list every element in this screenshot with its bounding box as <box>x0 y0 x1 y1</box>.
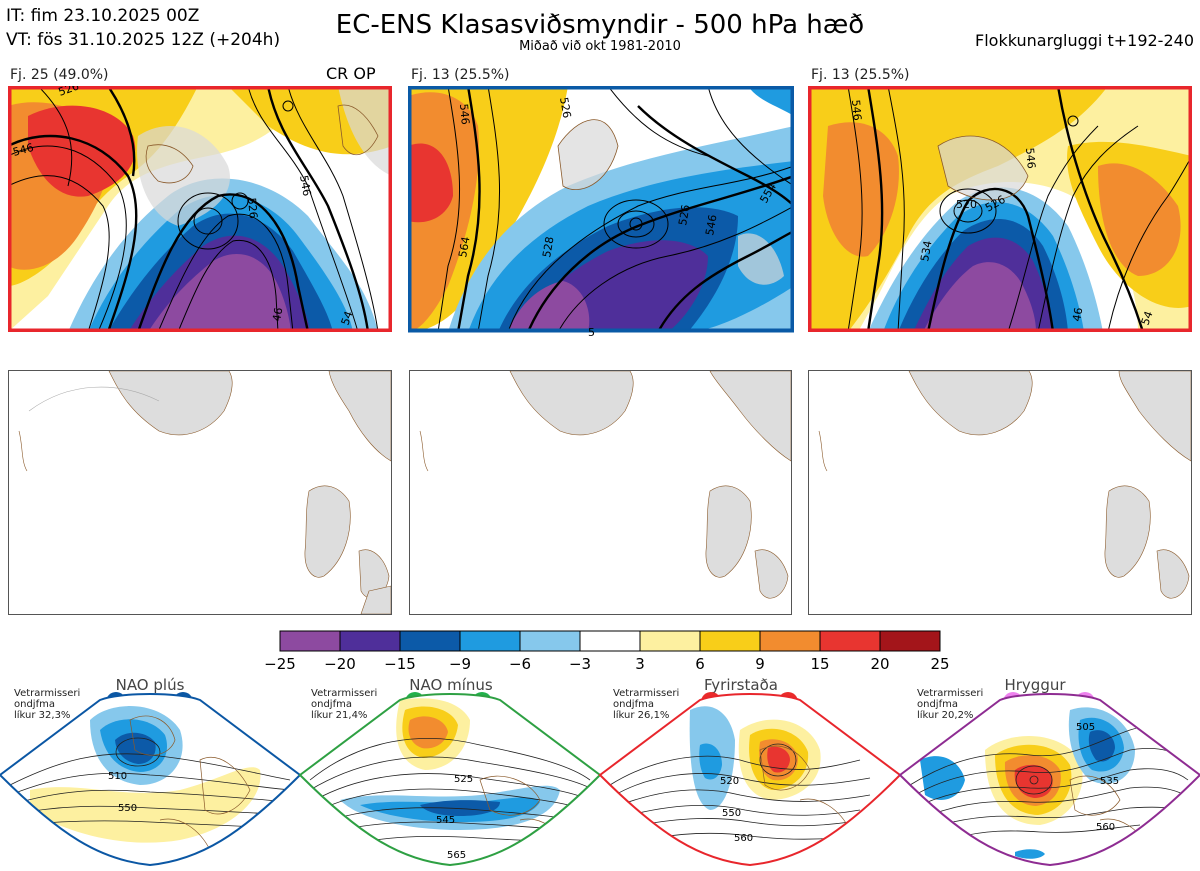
colorbar-tick-label: 9 <box>755 655 765 673</box>
contour-label: 525 <box>454 774 473 785</box>
contour-label: 546 <box>703 214 719 237</box>
page-subtitle: Miðað við okt 1981-2010 <box>519 39 681 54</box>
cluster-3-map: 546 546 520 526 534 46 54 <box>808 86 1192 332</box>
regime-3-info: Vetrarmisseri ondjfma líkur 26,1% <box>613 688 679 721</box>
regime-info-line: Vetrarmisseri <box>613 688 680 699</box>
cluster-1-label: Fj. 25 (49.0%) <box>10 67 109 83</box>
colorbar-swatch <box>279 630 341 652</box>
regime-info-line: líkur 20,2% <box>917 710 974 721</box>
contour-label: 520 <box>956 198 977 211</box>
colorbar-tick-label: −9 <box>448 655 472 673</box>
contour-label: 54 <box>1139 309 1156 327</box>
contour-label: 546 <box>11 141 35 159</box>
regime-maps: 510 550 <box>0 693 1200 867</box>
regime-info-line: Vetrarmisseri <box>311 688 378 699</box>
regime-info-line: líkur 32,3% <box>14 710 71 721</box>
contour-label: 526 <box>557 96 573 119</box>
regime-info-line: ondjfma <box>917 699 958 710</box>
cluster-1-map: 526 546 546 526 46 54 <box>8 86 392 332</box>
regime-info-line: líkur 21,4% <box>311 710 368 721</box>
contour-label: 526 <box>676 204 692 227</box>
regime-2-title: NAO mínus <box>409 676 493 694</box>
regime-info-line: Vetrarmisseri <box>917 688 984 699</box>
cluster-2-label: Fj. 13 (25.5%) <box>411 67 510 83</box>
regime-3-map: 520 550 560 <box>598 693 902 867</box>
regime-4-map: 505 535 560 <box>898 693 1200 867</box>
contour-label: 546 <box>297 174 313 197</box>
contour-label: 46 <box>270 306 285 322</box>
regime-1-title: NAO plús <box>115 676 185 694</box>
colorbar <box>279 630 941 652</box>
contour-label: 520 <box>720 776 739 787</box>
colorbar-swatch <box>639 630 701 652</box>
colorbar-swatch <box>699 630 761 652</box>
contour-label: 546 <box>1023 147 1038 169</box>
cluster-1-frame <box>8 86 392 332</box>
contour-label: 535 <box>1100 776 1119 787</box>
regime-4-title: Hryggur <box>1004 676 1066 694</box>
contour-label: 54 <box>339 309 356 327</box>
contour-label: 528 <box>540 236 556 259</box>
contour-label: 546 <box>849 99 864 121</box>
contour-label: 550 <box>722 808 741 819</box>
colorbar-swatch <box>819 630 881 652</box>
colorbar-swatch <box>579 630 641 652</box>
contour-label: 560 <box>1096 822 1115 833</box>
contour-label: 550 <box>118 803 137 814</box>
cluster-3-frame <box>808 86 1192 332</box>
contour-label: 560 <box>734 833 753 844</box>
colorbar-swatch <box>339 630 401 652</box>
regime-3-title: Fyrirstaða <box>704 676 778 694</box>
contour-label: 526 <box>245 197 260 219</box>
colorbar-tick-label: 6 <box>695 655 705 673</box>
colorbar-tick-label: 15 <box>810 655 830 673</box>
regime-info-line: ondjfma <box>14 699 55 710</box>
cluster-2-map: 546 526 564 528 526 546 554 5 <box>408 86 794 340</box>
valid-time: VT: fös 31.10.2025 12Z (+204h) <box>6 30 281 50</box>
contour-label: 46 <box>1070 306 1085 322</box>
regime-4-info: Vetrarmisseri ondjfma líkur 20,2% <box>917 688 983 721</box>
cluster-3-label: Fj. 13 (25.5%) <box>811 67 910 83</box>
colorbar-tick-label: 3 <box>635 655 645 673</box>
empty-map-3 <box>808 370 1192 615</box>
colorbar-tick-label: 25 <box>930 655 950 673</box>
regime-info-line: líkur 26,1% <box>613 710 670 721</box>
colorbar-swatch <box>519 630 581 652</box>
colorbar-tick-label: 20 <box>870 655 890 673</box>
clustering-window: Flokkunargluggi t+192-240 <box>975 31 1194 50</box>
regime-1-map: 510 550 <box>0 693 302 867</box>
empty-map-2 <box>409 370 792 615</box>
cluster-1-tag: CR OP <box>326 64 376 83</box>
colorbar-tick-label: −6 <box>508 655 532 673</box>
initial-time: IT: fim 23.10.2025 00Z <box>6 6 200 26</box>
regime-2-info: Vetrarmisseri ondjfma líkur 21,4% <box>311 688 377 721</box>
colorbar-swatch <box>399 630 461 652</box>
contour-label: 546 <box>457 103 472 125</box>
regime-1-info: Vetrarmisseri ondjfma líkur 32,3% <box>14 688 80 721</box>
colorbar-swatch <box>759 630 821 652</box>
contour-label: 545 <box>436 815 455 826</box>
regime-info-line: ondjfma <box>613 699 654 710</box>
colorbar-tick-label: −3 <box>568 655 592 673</box>
contour-label: 5 <box>588 326 595 339</box>
colorbar-tick-label: −15 <box>384 655 416 673</box>
contour-label: 510 <box>108 771 127 782</box>
regime-info-line: ondjfma <box>311 699 352 710</box>
page-title: EC-ENS Klasasviðsmyndir - 500 hPa hæð <box>335 10 865 40</box>
colorbar-tick-label: −20 <box>324 655 356 673</box>
empty-map-1 <box>8 370 392 615</box>
regime-info-line: Vetrarmisseri <box>14 688 81 699</box>
contour-label: 564 <box>456 236 472 259</box>
contour-label: 505 <box>1076 722 1095 733</box>
regime-2-map: 525 545 565 <box>298 693 602 867</box>
colorbar-swatch <box>879 630 941 652</box>
colorbar-swatch <box>459 630 521 652</box>
contour-label: 565 <box>447 850 466 861</box>
colorbar-tick-label: −25 <box>264 655 296 673</box>
cluster-2-frame <box>408 86 794 333</box>
contour-label: 534 <box>918 240 934 263</box>
